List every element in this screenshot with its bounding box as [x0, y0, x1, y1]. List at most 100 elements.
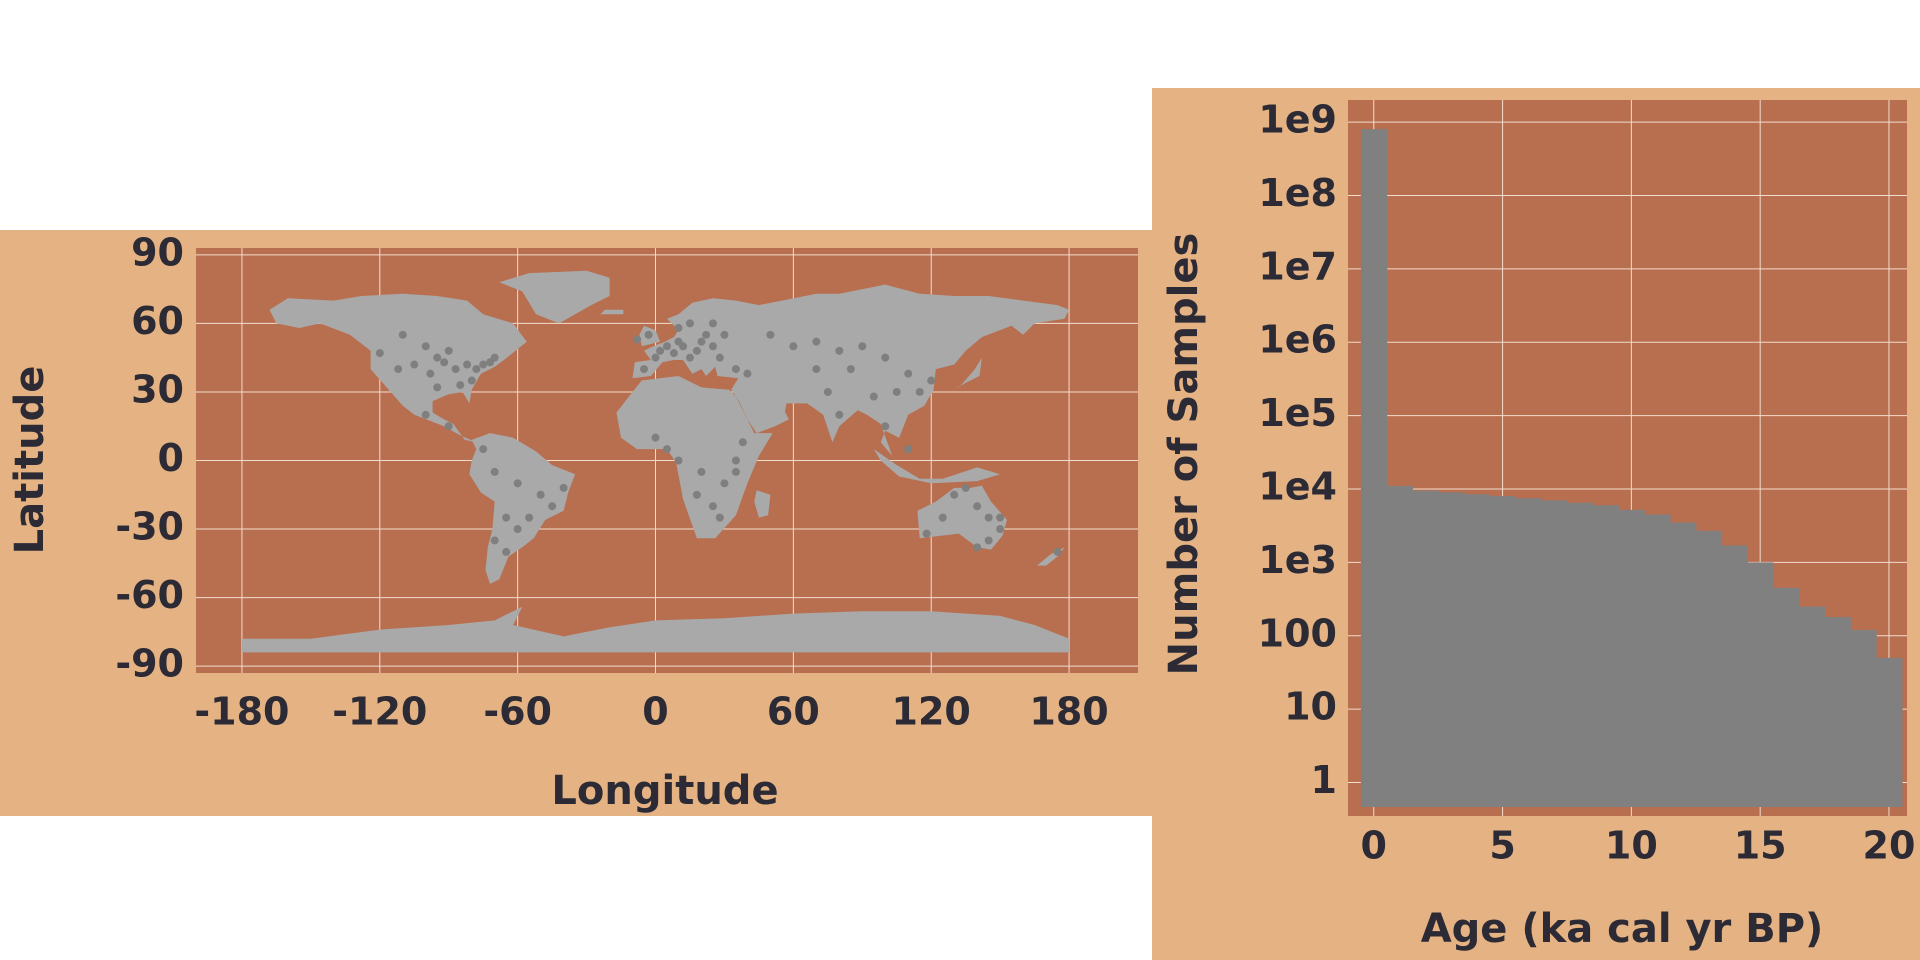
sample-point [743, 369, 752, 378]
sample-point [692, 490, 701, 499]
sample-point [835, 410, 844, 419]
y-tick-label: -30 [115, 505, 184, 549]
sample-point [490, 353, 499, 362]
world-map-panel: -180 -120 -60 0 60 120 180 90 60 30 0 -30 -60 -90 Long… [0, 230, 1152, 816]
histogram-bar [1618, 509, 1645, 807]
sample-point [679, 342, 688, 351]
sample-point [502, 513, 511, 522]
landmass-greenland [499, 270, 610, 324]
sample-point [479, 445, 488, 454]
sample-point [633, 335, 642, 344]
landmass-indonesia [873, 449, 1001, 484]
landmass-australia [917, 485, 1007, 550]
sample-point [922, 529, 931, 538]
sample-point [513, 525, 522, 534]
sample-point [663, 342, 671, 351]
sample-point [467, 376, 476, 385]
sample-point [444, 422, 453, 431]
world-map-chart: -180 -120 -60 0 60 120 180 90 60 30 0 -30 -60 -90 Long… [7, 230, 1138, 814]
y-tick-label: 100 [1258, 611, 1337, 655]
histogram-bar [1644, 514, 1671, 807]
sample-point [451, 365, 460, 374]
sample-point [651, 433, 660, 442]
histogram-bar [1721, 545, 1748, 807]
x-tick-label: 10 [1605, 824, 1658, 868]
age-histogram-panel: 0 5 10 15 20 1 10 100 1e3 1e4 1e5 1e6 1e7 1e8 1e9 Age (… [1152, 88, 1920, 960]
histogram-bar [1386, 485, 1413, 807]
histogram-bar [1515, 498, 1542, 807]
histogram-bar [1412, 490, 1439, 807]
histogram-bar [1824, 617, 1851, 807]
sample-point [472, 365, 481, 374]
y-tick-label: 1 [1311, 758, 1337, 802]
sample-point [426, 369, 435, 378]
histogram-bar [1747, 562, 1774, 807]
x-tick-label: -120 [332, 690, 427, 734]
sample-point [996, 513, 1005, 522]
y-tick-label: 0 [158, 436, 184, 480]
x-tick-label: 180 [1029, 690, 1108, 734]
sample-point [444, 346, 453, 355]
sample-point [692, 346, 701, 355]
landmass-antarctica [242, 606, 1070, 653]
histogram-bar [1876, 657, 1903, 807]
sample-point [950, 490, 959, 499]
x-axis-title: Longitude [551, 768, 778, 814]
sample-point [996, 525, 1005, 534]
sample-point [738, 438, 747, 447]
x-tick-label: 60 [767, 690, 820, 734]
histogram-bar [1592, 505, 1620, 807]
sample-point [904, 445, 913, 454]
y-axis-title: Latitude [7, 366, 53, 555]
sample-point [536, 490, 545, 499]
histogram-bar [1438, 492, 1465, 807]
histogram-tick-labels: 0 5 10 15 20 1 10 100 1e3 1e4 1e5 1e6 1e7 1e8 1e9 [1258, 98, 1916, 868]
sample-point [394, 365, 403, 374]
sample-point [421, 410, 430, 419]
sample-point [915, 387, 924, 396]
x-tick-label: 5 [1489, 824, 1515, 868]
sample-point [433, 353, 442, 362]
x-tick-label: -60 [483, 690, 552, 734]
x-axis-title: Age (ka cal yr BP) [1421, 906, 1824, 952]
y-tick-label: 1e7 [1258, 244, 1337, 288]
sample-point [656, 346, 665, 355]
sample-point [708, 342, 717, 351]
sample-point [715, 513, 724, 522]
y-tick-label: 60 [131, 299, 184, 343]
sample-point [812, 365, 821, 374]
x-tick-label: -180 [194, 690, 289, 734]
y-tick-label: 90 [131, 230, 184, 274]
sample-point [766, 330, 775, 339]
sample-point [663, 445, 671, 454]
sample-point [835, 346, 844, 355]
landmass-madagascar [754, 490, 771, 518]
sample-point [881, 353, 890, 362]
sample-point [685, 353, 694, 362]
map-sample-points [375, 319, 1062, 556]
sample-point [708, 502, 717, 511]
landmass-iceland [600, 309, 624, 315]
sample-point [961, 483, 970, 492]
sample-point [559, 483, 568, 492]
sample-point [708, 319, 717, 328]
y-axis-title: Number of Samples [1161, 233, 1207, 676]
sample-point [644, 330, 653, 339]
sample-point [731, 456, 740, 465]
histogram-bars [1360, 129, 1903, 807]
sample-point [548, 502, 557, 511]
sample-point [731, 365, 740, 374]
histogram-bar [1773, 587, 1800, 807]
sample-point [463, 360, 472, 369]
x-tick-label: 120 [892, 690, 971, 734]
y-tick-label: 30 [131, 367, 184, 411]
landmass-arabia [735, 392, 789, 434]
sample-point [846, 365, 855, 374]
x-tick-label: 20 [1863, 824, 1916, 868]
sample-point [927, 376, 936, 385]
sample-point [525, 513, 534, 522]
sample-point [490, 467, 499, 476]
histogram-bar [1566, 502, 1594, 807]
sample-point [823, 387, 832, 396]
y-tick-label: -90 [115, 642, 184, 686]
